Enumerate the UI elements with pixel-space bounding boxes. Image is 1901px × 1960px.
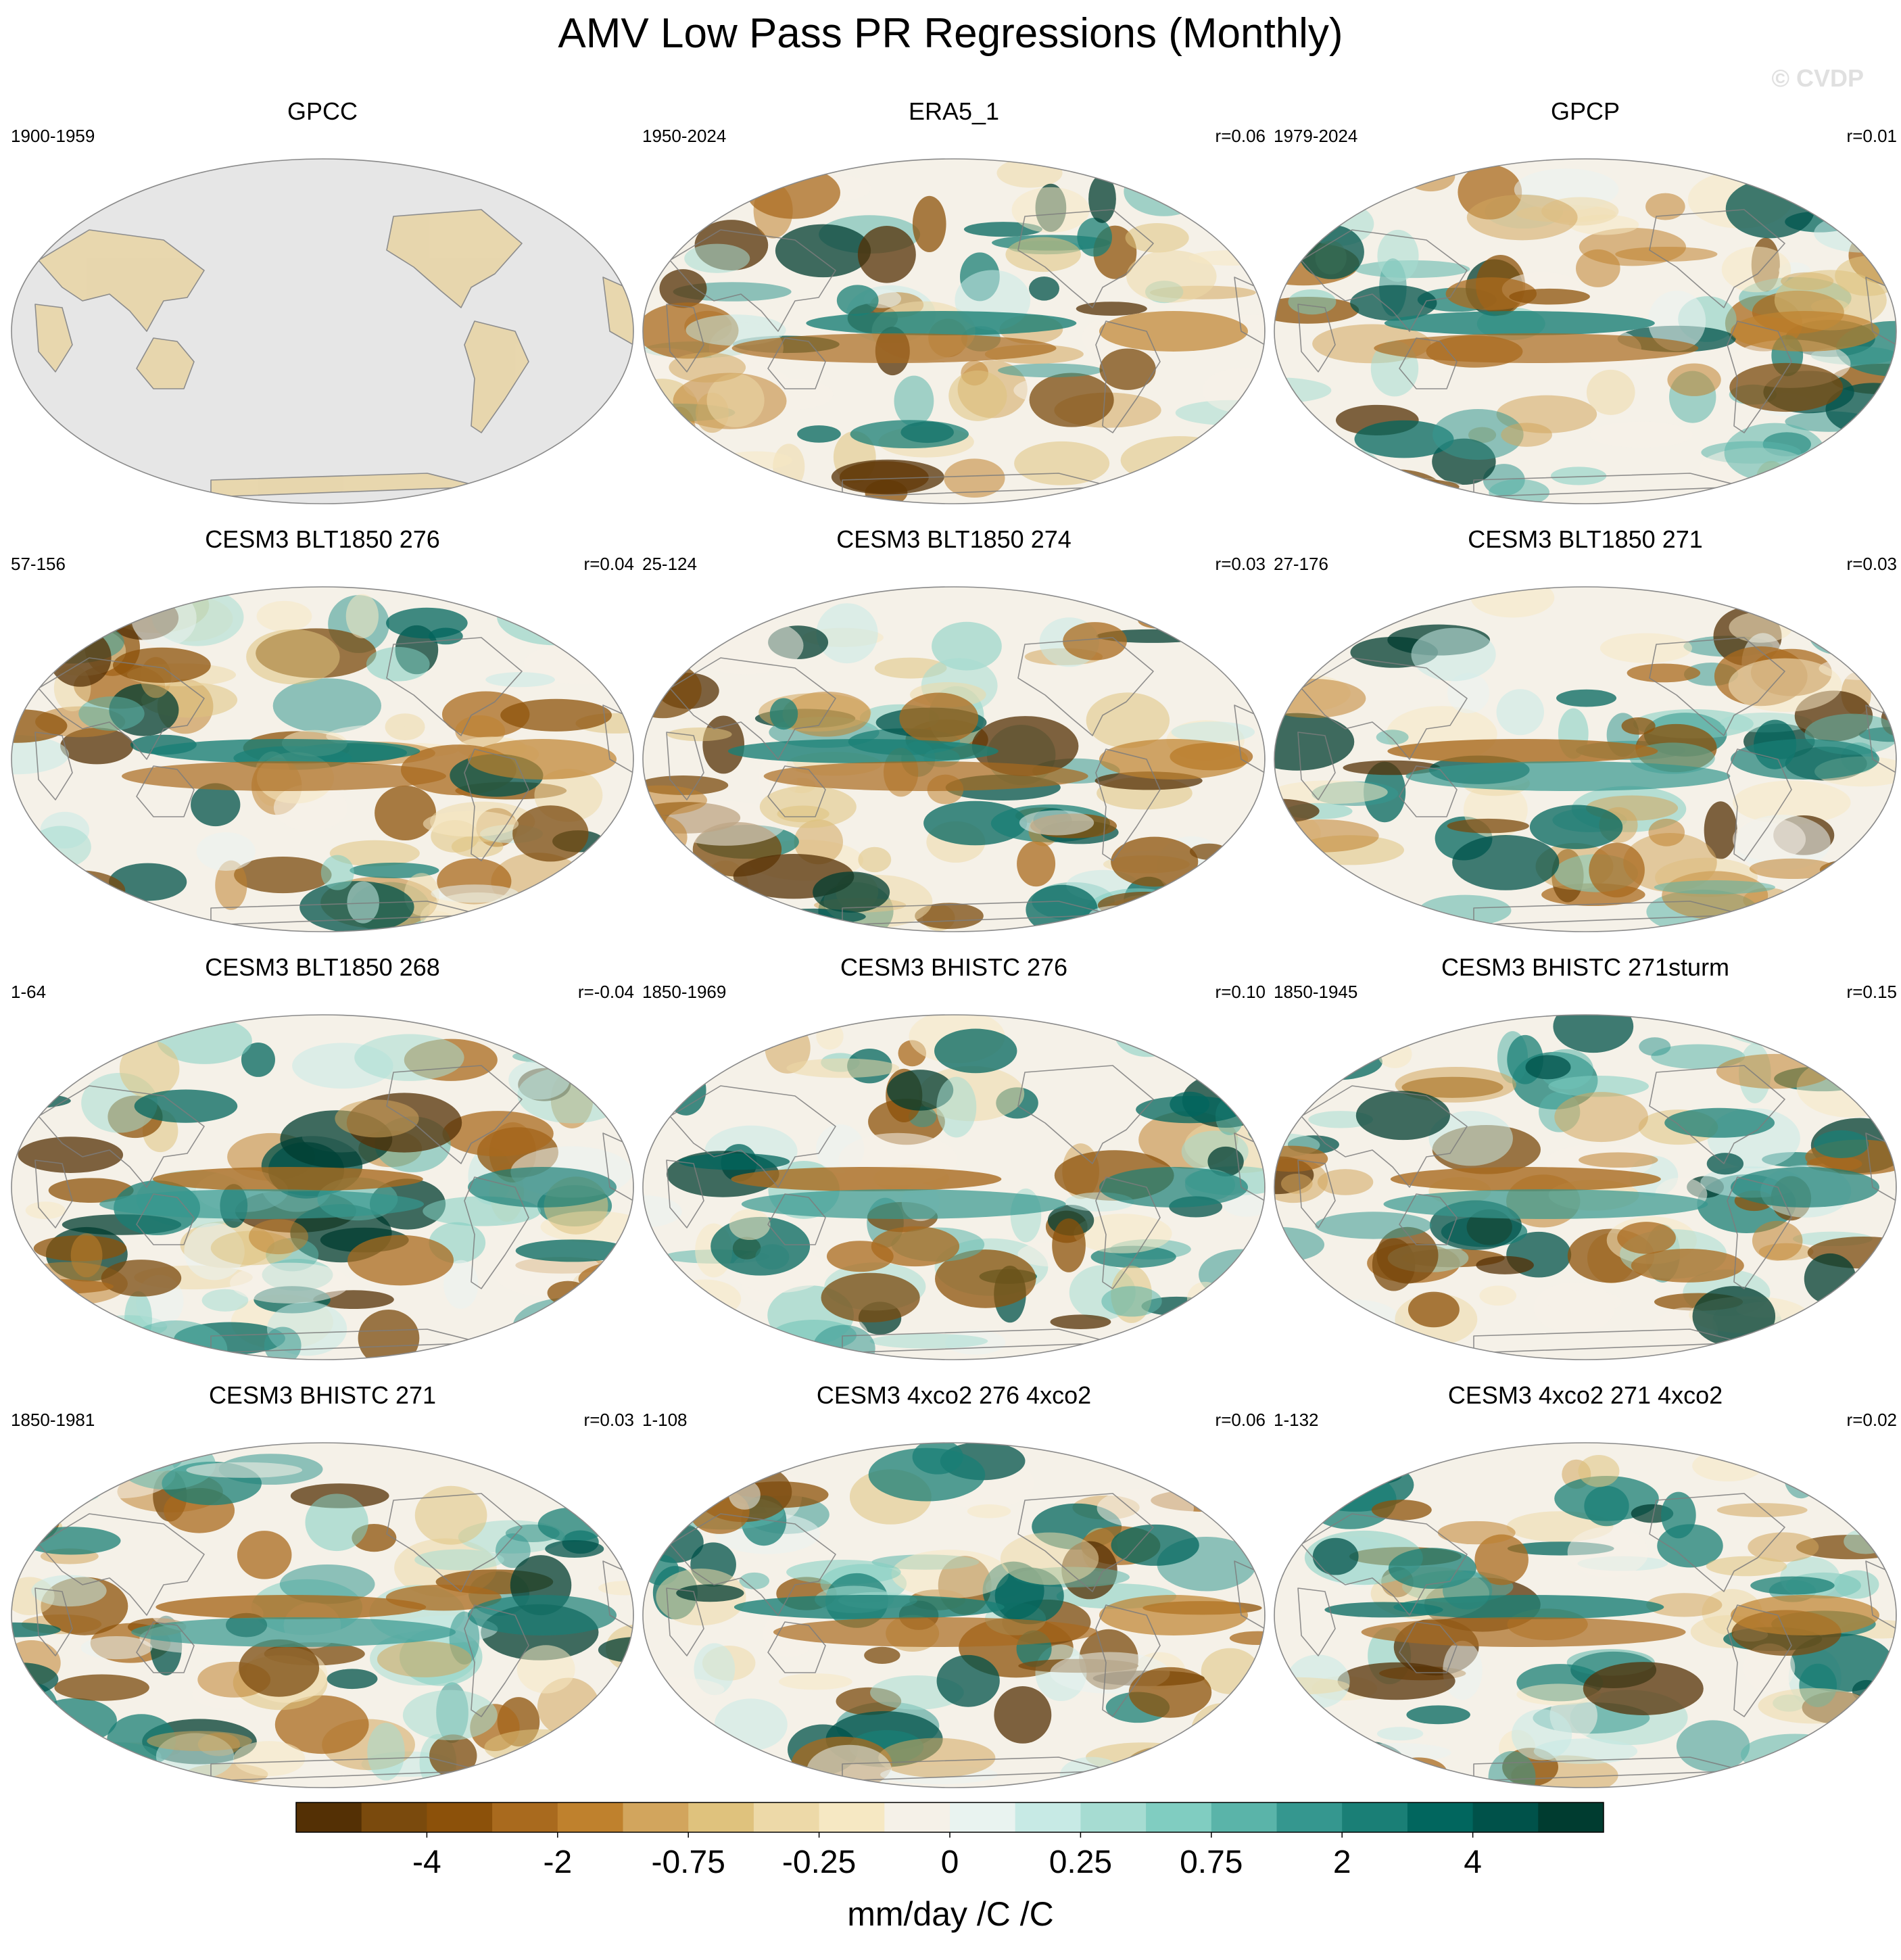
robinson-map bbox=[1274, 586, 1897, 932]
panel-period: 1850-1969 bbox=[642, 982, 727, 1002]
panel-title: ERA5_1 bbox=[908, 97, 1000, 125]
panel-title: CESM3 BLT1850 271 bbox=[1468, 525, 1703, 553]
colorbar-swatch bbox=[1472, 1802, 1539, 1832]
colorbar-tick-label: 4 bbox=[1464, 1844, 1482, 1880]
panel-period: 1950-2024 bbox=[642, 126, 727, 146]
map-panel: ERA5_1 1950-2024 r=0.06 bbox=[640, 96, 1268, 504]
panel-period: 57-156 bbox=[11, 554, 66, 574]
colorbar-swatch bbox=[1276, 1802, 1343, 1832]
colorbar-swatch bbox=[1146, 1802, 1212, 1832]
colorbar-swatch bbox=[427, 1802, 493, 1832]
panel-title: GPCC bbox=[287, 97, 358, 125]
map-panel: CESM3 4xco2 271 4xco2 1-132 r=0.02 bbox=[1271, 1380, 1900, 1788]
colorbar-tick-label: -0.75 bbox=[651, 1844, 725, 1880]
robinson-map bbox=[642, 1014, 1266, 1360]
map-panel: CESM3 4xco2 276 4xco2 1-108 r=0.06 bbox=[640, 1380, 1268, 1788]
panel-period: 1-132 bbox=[1274, 1410, 1319, 1430]
panel-period: 1-108 bbox=[642, 1410, 688, 1430]
panel-pattern-correlation: r=0.15 bbox=[1846, 982, 1897, 1002]
map-panel: CESM3 BLT1850 276 57-156 r=0.04 bbox=[8, 524, 637, 932]
panel-title: CESM3 BHISTC 276 bbox=[840, 953, 1068, 981]
colorbar-tick-label: 2 bbox=[1333, 1844, 1351, 1880]
colorbar-tick-label: -4 bbox=[412, 1844, 441, 1880]
panel-pattern-correlation: r=0.04 bbox=[583, 554, 634, 574]
panel-period: 27-176 bbox=[1274, 554, 1328, 574]
panel-pattern-correlation: r=0.03 bbox=[1846, 554, 1897, 574]
panel-period: 1-64 bbox=[11, 982, 47, 1002]
map-panel: GPCP 1979-2024 r=0.01 bbox=[1271, 96, 1900, 504]
colorbar-swatch bbox=[950, 1802, 1016, 1832]
panel-period: 1850-1945 bbox=[1274, 982, 1358, 1002]
colorbar-swatch bbox=[1407, 1802, 1474, 1832]
colorbar-swatch bbox=[1538, 1802, 1604, 1832]
colorbar-swatch bbox=[623, 1802, 689, 1832]
colorbar-swatch bbox=[819, 1802, 885, 1832]
robinson-map bbox=[11, 1014, 634, 1360]
panel-title: GPCP bbox=[1550, 97, 1620, 125]
colorbar-tick-label: 0 bbox=[941, 1844, 959, 1880]
figure-title: AMV Low Pass PR Regressions (Monthly) bbox=[558, 10, 1343, 57]
panel-pattern-correlation: r=0.03 bbox=[583, 1410, 634, 1430]
colorbar-tick-label: -2 bbox=[543, 1844, 572, 1880]
panel-title: CESM3 BHISTC 271 bbox=[208, 1381, 437, 1409]
colorbar-tick-label: 0.75 bbox=[1180, 1844, 1243, 1880]
map-panel: CESM3 BHISTC 276 1850-1969 r=0.10 bbox=[640, 952, 1268, 1360]
colorbar-swatch bbox=[557, 1802, 623, 1832]
colorbar-swatch bbox=[884, 1802, 950, 1832]
panel-title: CESM3 4xco2 271 4xco2 bbox=[1447, 1381, 1723, 1409]
colorbar-swatch bbox=[688, 1802, 754, 1832]
panel-period: 1850-1981 bbox=[11, 1410, 95, 1430]
colorbar-swatch bbox=[492, 1802, 558, 1832]
panel-title: CESM3 BLT1850 276 bbox=[205, 525, 440, 553]
panel-title: CESM3 BLT1850 274 bbox=[836, 525, 1072, 553]
colorbar-swatch bbox=[296, 1802, 362, 1832]
panel-title: CESM3 4xco2 276 4xco2 bbox=[816, 1381, 1092, 1409]
robinson-map bbox=[11, 1442, 634, 1788]
robinson-map bbox=[642, 1442, 1266, 1788]
panel-pattern-correlation: r=0.01 bbox=[1846, 126, 1897, 146]
panel-period: 1979-2024 bbox=[1274, 126, 1358, 146]
panel-pattern-correlation: r=0.02 bbox=[1846, 1410, 1897, 1430]
map-panel: CESM3 BLT1850 271 27-176 r=0.03 bbox=[1271, 524, 1900, 932]
robinson-map bbox=[11, 586, 634, 932]
colorbar-units: mm/day /C /C bbox=[847, 1895, 1054, 1933]
panel-period: 1900-1959 bbox=[11, 126, 95, 146]
colorbar-swatch bbox=[361, 1802, 427, 1832]
colorbar-swatch bbox=[753, 1802, 820, 1832]
panel-title: CESM3 BHISTC 271sturm bbox=[1441, 953, 1730, 981]
panel-title: CESM3 BLT1850 268 bbox=[205, 953, 440, 981]
colorbar-swatch bbox=[1080, 1802, 1147, 1832]
colorbar-swatch bbox=[1015, 1802, 1081, 1832]
robinson-map bbox=[1274, 1442, 1897, 1788]
map-panel: CESM3 BHISTC 271sturm 1850-1945 r=0.15 bbox=[1271, 952, 1900, 1360]
robinson-map bbox=[1274, 1014, 1897, 1360]
robinson-map bbox=[642, 586, 1266, 932]
panel-pattern-correlation: r=0.10 bbox=[1215, 982, 1266, 1002]
robinson-map bbox=[1274, 158, 1897, 504]
map-panel: CESM3 BLT1850 274 25-124 r=0.03 bbox=[640, 524, 1268, 932]
map-panel: GPCC 1900-1959 bbox=[8, 96, 637, 504]
panel-pattern-correlation: r=-0.04 bbox=[577, 982, 634, 1002]
map-panel: CESM3 BHISTC 271 1850-1981 r=0.03 bbox=[8, 1380, 637, 1788]
panel-pattern-correlation: r=0.06 bbox=[1215, 126, 1266, 146]
colorbar-tick-label: 0.25 bbox=[1049, 1844, 1112, 1880]
cvdp-watermark: © CVDP bbox=[1771, 64, 1864, 92]
colorbar-tick-label: -0.25 bbox=[782, 1844, 856, 1880]
map-panel: CESM3 BLT1850 268 1-64 r=-0.04 bbox=[8, 952, 637, 1360]
panel-pattern-correlation: r=0.03 bbox=[1215, 554, 1266, 574]
robinson-map bbox=[642, 158, 1266, 504]
panel-pattern-correlation: r=0.06 bbox=[1215, 1410, 1266, 1430]
colorbar-swatch bbox=[1342, 1802, 1408, 1832]
colorbar-swatch bbox=[1211, 1802, 1277, 1832]
panel-period: 25-124 bbox=[642, 554, 697, 574]
robinson-map bbox=[11, 158, 634, 504]
